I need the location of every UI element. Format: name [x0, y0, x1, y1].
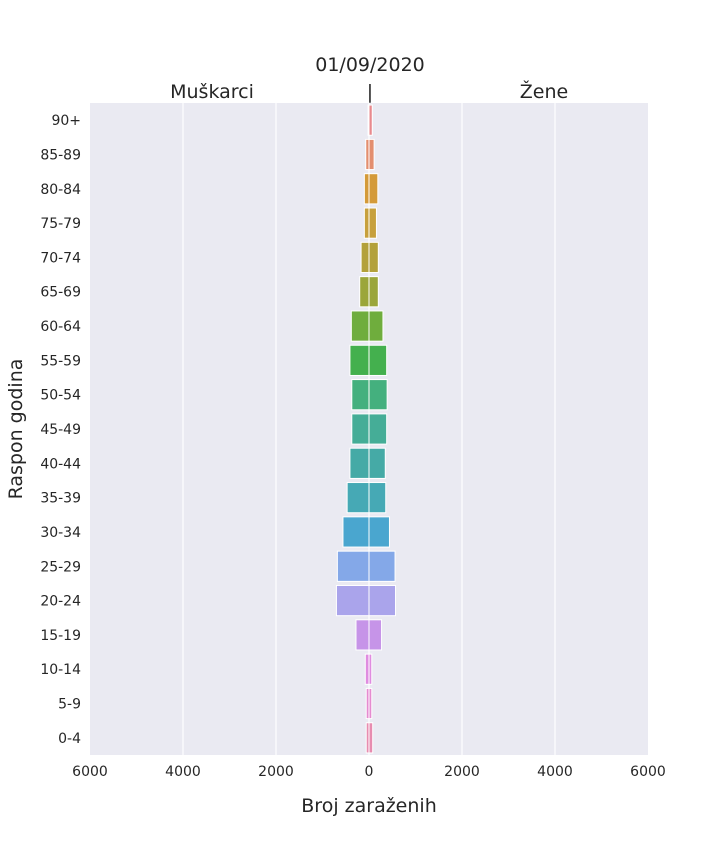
y-tick-label: 20-24: [40, 594, 81, 610]
chart-title: 01/09/2020: [315, 54, 425, 76]
bar-women-60-64: [368, 310, 384, 342]
bar-women-55-59: [368, 344, 388, 376]
bar-women-65-69: [368, 276, 379, 308]
x-tick-label: 6000: [630, 764, 666, 780]
bar-men-45-49: [351, 413, 370, 445]
y-tick-labels: 90+ 85-89 80-84 75-79 70-74 65-69 60-64 55-59 50…: [40, 113, 81, 747]
bar-men-25-29: [336, 550, 370, 582]
subtitle-separator: |: [367, 81, 373, 103]
bar-men-15-19: [355, 619, 370, 651]
bar-men-35-39: [346, 482, 370, 514]
bar-women-80-84: [368, 173, 379, 205]
bar-women-40-44: [368, 447, 386, 479]
x-tick-label: 0: [365, 764, 374, 780]
subtitle-men: Muškarci: [170, 81, 254, 103]
bar-women-5-9: [368, 687, 373, 720]
x-axis-label: Broj zaraženih: [301, 795, 436, 817]
y-axis-label: Raspon godina: [5, 359, 27, 500]
bar-men-30-34: [342, 516, 370, 548]
y-tick-label: 15-19: [40, 628, 81, 644]
y-tick-label: 30-34: [40, 525, 81, 541]
bar-men-60-64: [350, 310, 370, 342]
bar-women-35-39: [368, 482, 387, 514]
x-tick-label: 6000: [72, 764, 108, 780]
y-tick-label: 45-49: [40, 422, 81, 438]
bar-men-65-69: [359, 276, 370, 308]
bar-men-20-24: [335, 584, 370, 617]
bar-men-10-14: [364, 653, 370, 685]
y-tick-label: 85-89: [40, 147, 81, 163]
y-tick-label: 90+: [51, 113, 81, 129]
bar-women-45-49: [368, 413, 388, 445]
x-tick-label: 2000: [258, 764, 294, 780]
bar-men-80-84: [363, 173, 370, 205]
bar-women-25-29: [368, 550, 396, 582]
y-tick-label: 65-69: [40, 285, 81, 301]
y-tick-label: 40-44: [40, 456, 81, 472]
x-tick-label: 2000: [444, 764, 480, 780]
bar-men-50-54: [351, 379, 370, 411]
bar-women-20-24: [368, 584, 397, 617]
x-tick-label: 4000: [165, 764, 201, 780]
y-tick-label: 75-79: [40, 216, 81, 232]
bars: [335, 104, 397, 754]
y-tick-label: 35-39: [40, 491, 81, 507]
x-tick-labels: 6000 4000 2000 0 2000 4000 6000: [72, 764, 666, 780]
bar-women-90+: [368, 104, 373, 136]
bar-women-85-89: [368, 138, 375, 171]
y-tick-label: 50-54: [40, 388, 81, 404]
y-tick-label: 5-9: [58, 697, 81, 713]
bar-women-50-54: [368, 379, 388, 411]
y-tick-label: 10-14: [40, 662, 81, 678]
bar-women-70-74: [368, 241, 379, 274]
bar-men-55-59: [349, 344, 370, 376]
y-tick-label: 70-74: [40, 250, 81, 266]
x-tick-label: 4000: [537, 764, 573, 780]
y-tick-label: 60-64: [40, 319, 81, 335]
y-tick-label: 25-29: [40, 559, 81, 575]
bar-women-30-34: [368, 516, 390, 548]
subtitle-women: Žene: [520, 80, 568, 103]
bar-women-75-79: [368, 207, 377, 239]
bar-women-15-19: [368, 619, 383, 651]
bar-men-70-74: [360, 241, 370, 274]
bar-men-40-44: [349, 447, 370, 479]
y-tick-label: 0-4: [58, 731, 81, 747]
y-tick-label: 80-84: [40, 182, 81, 198]
y-tick-label: 55-59: [40, 353, 81, 369]
bar-women-10-14: [368, 653, 373, 685]
bar-men-75-79: [363, 207, 370, 239]
bar-women-0-4: [368, 722, 374, 754]
